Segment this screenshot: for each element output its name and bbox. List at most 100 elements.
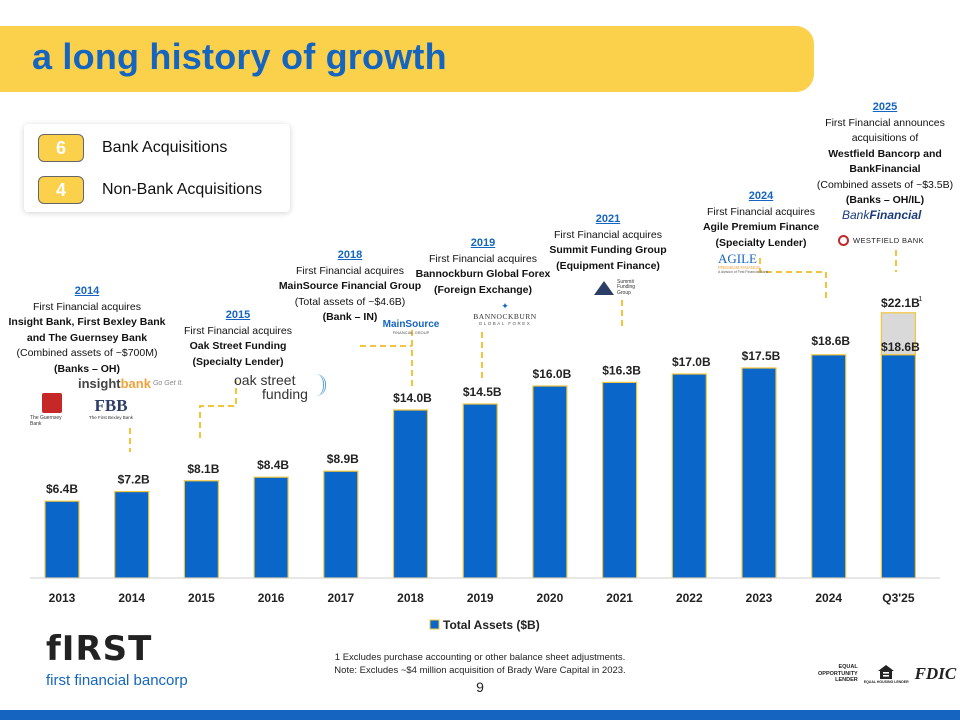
annotation-2024: 2024 First Financial acquires Agile Prem… <box>692 189 830 251</box>
data-label: $18.6B <box>881 340 920 354</box>
bar-2024 <box>811 354 847 579</box>
data-label: $14.0B <box>393 391 432 405</box>
x-tick-label: 2018 <box>397 591 424 605</box>
bottom-accent-bar <box>0 710 960 720</box>
guernsey-logo-text: The Guernsey Bank <box>30 415 62 427</box>
data-label: $8.1B <box>187 462 219 476</box>
x-tick-label: 2024 <box>815 591 842 605</box>
equal-housing-icon <box>878 665 895 679</box>
title-band: a long history of growth <box>0 26 814 92</box>
acquisitions-summary: 6 Bank Acquisitions 4 Non-Bank Acquisiti… <box>24 124 290 212</box>
summit-logo-text: Summit Funding Group <box>617 278 636 297</box>
insight-logo-accent: bank <box>120 375 151 391</box>
legend-label: Total Assets ($B) <box>443 618 540 632</box>
agile-premium-logo: AGILE PREMIUM FINANCE A division of Firs… <box>718 252 776 274</box>
westfield-emblem-icon <box>838 234 849 246</box>
data-label: $8.4B <box>257 458 289 472</box>
mainsource-logo-name: MainSource <box>382 319 440 330</box>
x-tick-label: 2021 <box>606 591 633 605</box>
annotation-type: (Banks – OH/IL) <box>845 194 925 206</box>
oak-street-line1: oak street <box>234 372 296 388</box>
annotation-type: (Banks – OH) <box>54 362 120 375</box>
bankfinancial-part2: Financial <box>869 208 922 222</box>
nonbank-acquisitions-label: Non-Bank Acquisitions <box>102 181 263 198</box>
ehl-text: EQUAL HOUSING LENDER <box>863 680 909 684</box>
guernsey-bank-logo: The Guernsey Bank <box>30 393 74 427</box>
x-tick-label: 2013 <box>49 591 76 605</box>
bar-2022 <box>671 373 707 579</box>
summit-mountain-icon <box>594 281 614 295</box>
data-label: $16.3B <box>602 363 641 377</box>
bar-2013 <box>44 500 80 579</box>
legend-swatch <box>429 619 440 630</box>
annotation-type: (Specialty Lender) <box>192 355 284 368</box>
bankfinancial-part1: Bank <box>842 208 870 222</box>
agile-logo-note: A division of First Financial Bank <box>718 269 769 274</box>
footnote-note: Note: Excludes ~$4 million acquisition o… <box>334 665 626 676</box>
annotation-2015: 2015 First Financial acquires Oak Street… <box>168 308 308 370</box>
summit-logo-line: Summit <box>617 278 634 285</box>
annotation-year: 2014 <box>74 285 100 297</box>
annotation-target: Agile Premium Finance <box>702 221 820 233</box>
westfield-bank-logo: WESTFIELD BANK <box>838 232 934 248</box>
bar-2015 <box>183 480 219 579</box>
bank-acquisitions-label: Bank Acquisitions <box>102 139 228 156</box>
annotation-2021: 2021 First Financial acquires Summit Fun… <box>538 212 678 274</box>
data-label: $14.5B <box>463 385 502 399</box>
bar-2023 <box>741 367 777 579</box>
annotation-type: (Bank – IN) <box>322 311 378 323</box>
data-label: $6.4B <box>46 482 78 496</box>
annotation-target: Insight Bank, First Bexley Bank <box>8 316 166 328</box>
annotation-type: (Specialty Lender) <box>715 236 807 249</box>
annotation-year: 2024 <box>748 190 774 202</box>
nonbank-acquisitions-count: 4 <box>38 176 84 204</box>
fbb-logo-name: The First Bexley Bank <box>88 414 133 420</box>
annotation-type: (Equipment Finance) <box>556 259 660 272</box>
annotation-text: First Financial announces <box>825 116 945 129</box>
annotation-text: First Financial acquires <box>707 205 815 218</box>
westfield-logo-text: WESTFIELD BANK <box>853 235 925 245</box>
annotation-target: Westfield Bancorp and <box>828 147 942 160</box>
oak-street-line2: funding <box>262 386 308 402</box>
annotation-target: Bannockburn Global Forex <box>415 268 551 280</box>
annotation-target: Oak Street Funding <box>189 340 287 352</box>
annotation-text: First Financial acquires <box>184 324 292 337</box>
x-tick-label: 2016 <box>258 591 285 605</box>
x-tick-label: 2015 <box>188 591 215 605</box>
annotation-text: First Financial acquires <box>429 252 537 265</box>
annotation-target: BankFinancial <box>849 163 921 175</box>
oak-street-logo: oak street funding <box>234 372 328 402</box>
annotation-target: and The Guernsey Bank <box>26 331 148 344</box>
pro-forma-footnote-mark: 1 <box>918 296 922 303</box>
data-label: $17.5B <box>742 349 781 363</box>
annotation-2019: 2019 First Financial acquires Bannockbur… <box>410 236 556 298</box>
insight-logo-tag: Go Get It. <box>152 379 184 387</box>
annotation-2018: 2018 First Financial acquires MainSource… <box>270 248 430 326</box>
bannockburn-emblem-icon: ✦ <box>501 300 509 311</box>
pro-forma-label: $22.1B <box>881 296 920 310</box>
annotation-2025: 2025 First Financial announces acquisiti… <box>810 100 960 209</box>
bar-2020 <box>532 385 568 579</box>
annotation-text: First Financial acquires <box>33 300 141 313</box>
eol-line: LENDER <box>835 677 858 684</box>
annotation-text: First Financial acquires <box>554 228 662 241</box>
annotation-detail: (Combined assets of ~$700M) <box>16 347 158 359</box>
guernsey-emblem <box>42 393 62 413</box>
x-tick-label: 2022 <box>676 591 703 605</box>
bannockburn-logo-name: BANNOCKBURN <box>473 311 537 321</box>
page-number: 9 <box>476 679 484 695</box>
annotation-year: 2025 <box>872 101 898 113</box>
annotation-year: 2018 <box>337 249 363 261</box>
eol-line: EQUAL <box>838 664 858 671</box>
equal-housing-lender: EQUAL HOUSING LENDER <box>864 664 909 684</box>
bar-2018 <box>392 409 429 579</box>
agile-logo-sub: PREMIUM FINANCE <box>718 264 761 270</box>
brand-logo: fIRST first financial bancorp <box>46 630 188 689</box>
x-tick-label: 2014 <box>118 591 145 605</box>
bank-acquisitions-count: 6 <box>38 134 84 162</box>
summit-logo-line: Funding <box>617 284 636 291</box>
page-title: a long history of growth <box>32 36 447 77</box>
x-tick-label: 2017 <box>327 591 354 605</box>
bar-2014 <box>114 491 150 579</box>
insight-bank-logo: insight bank Go Get It. <box>78 374 188 392</box>
